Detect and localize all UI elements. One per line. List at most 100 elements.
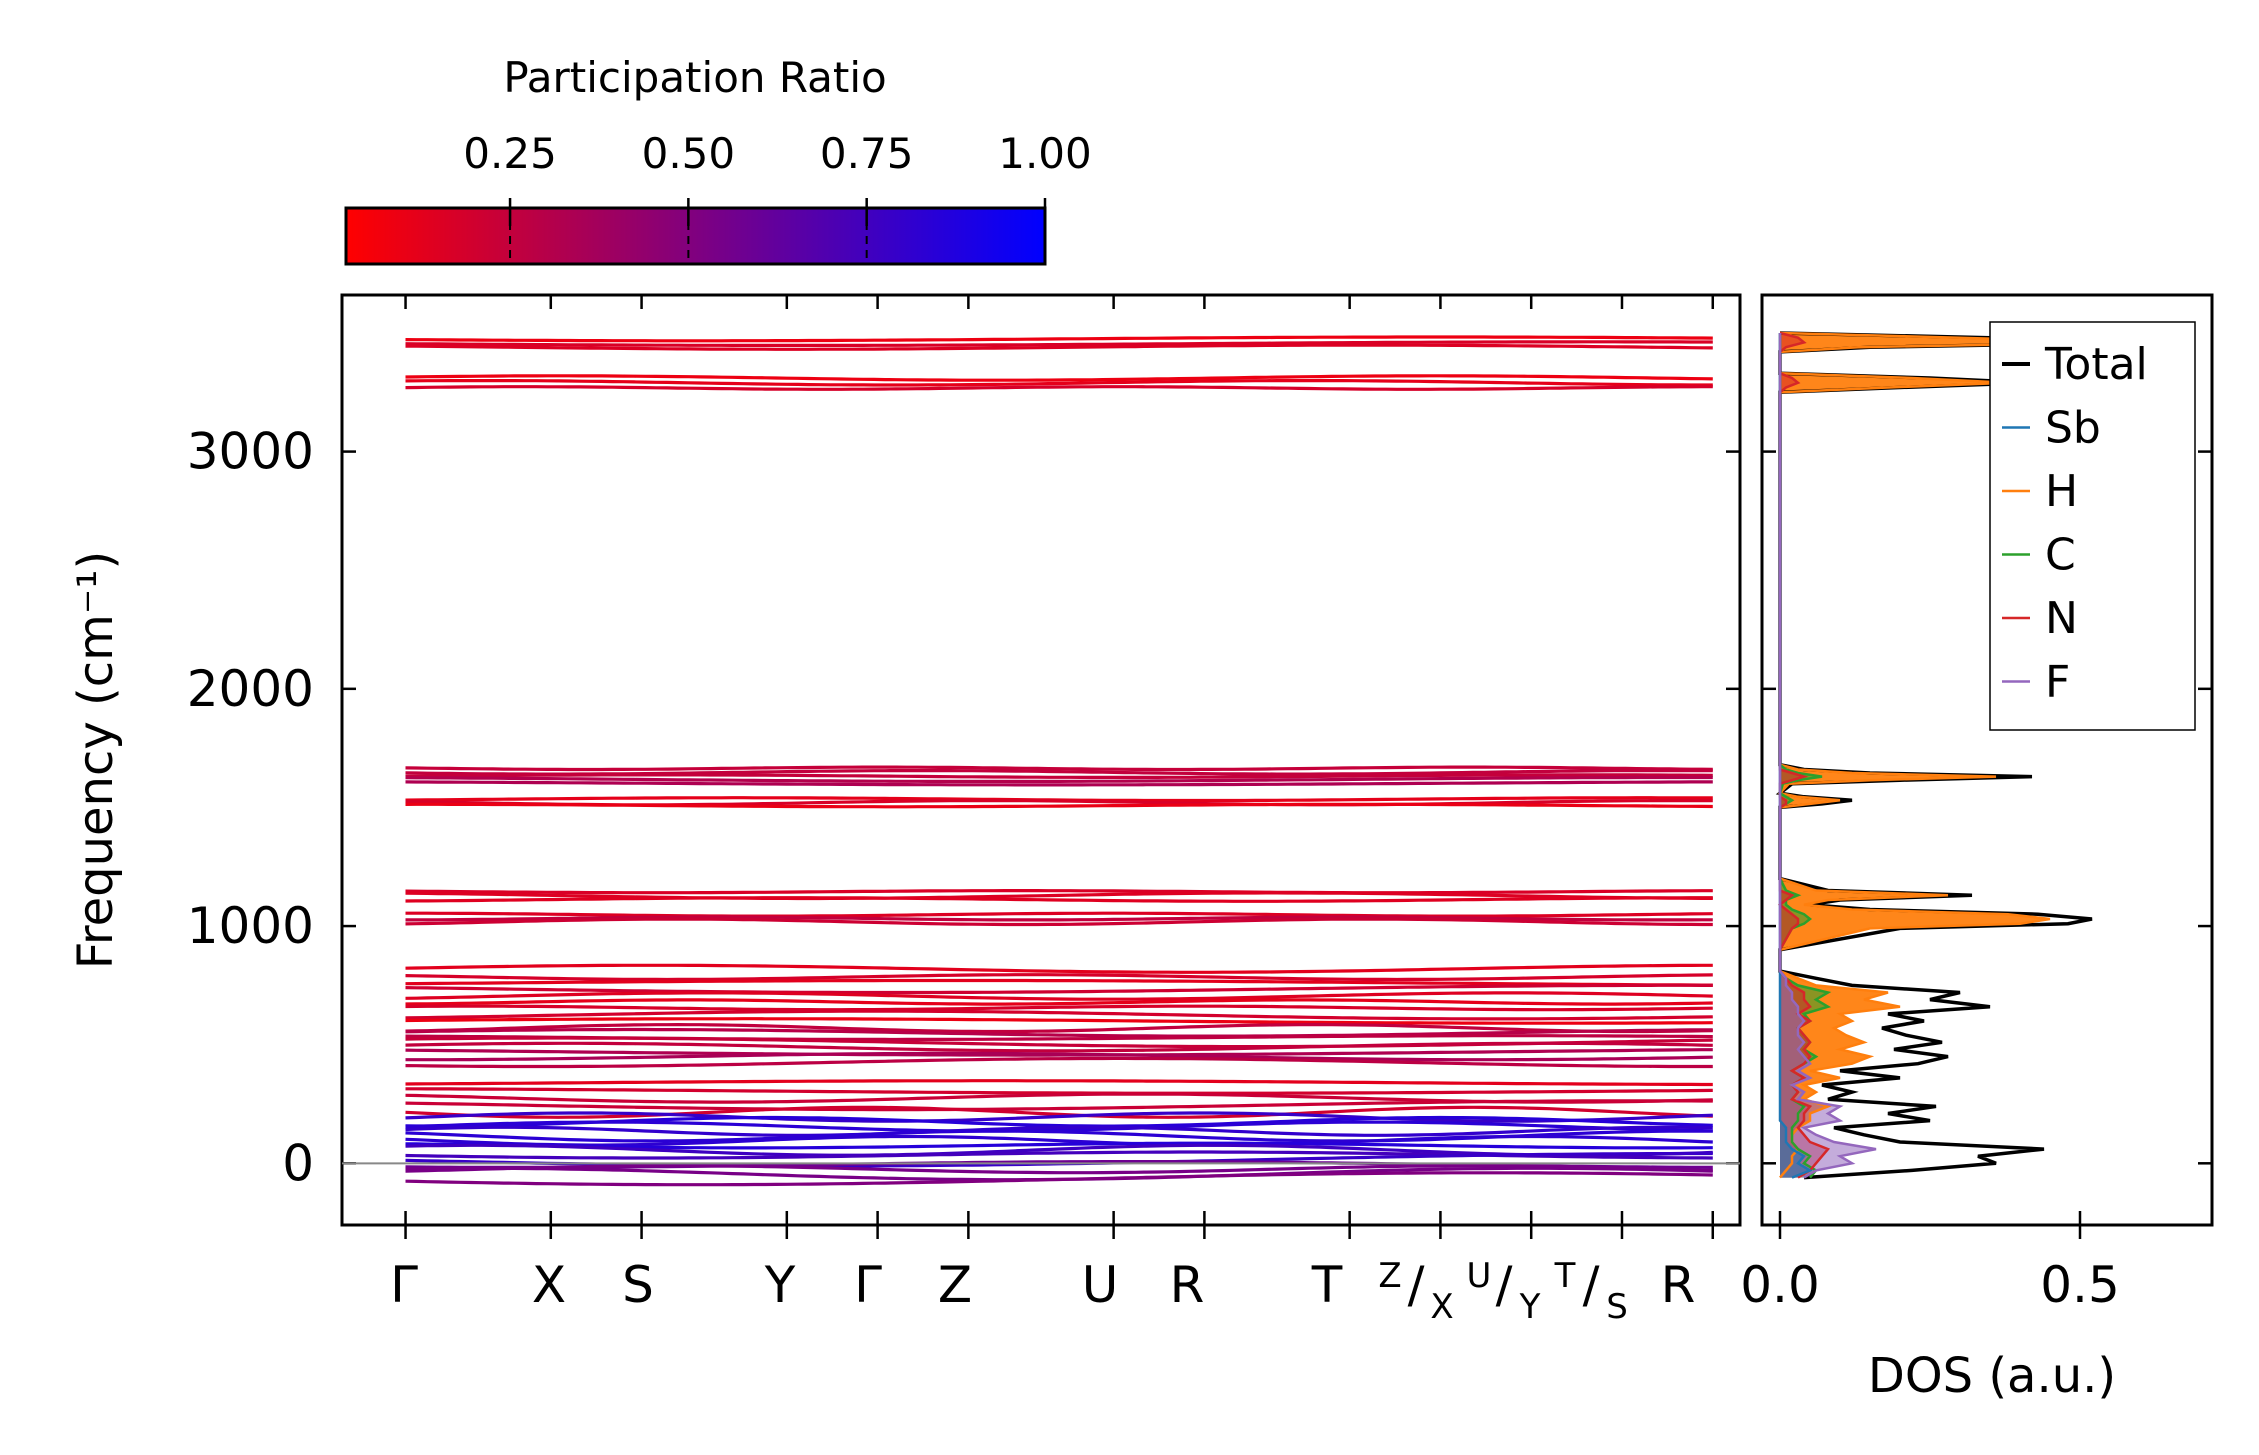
phonon-band [405, 343, 1713, 351]
band-ytick-label: 3000 [187, 423, 314, 481]
phonon-band [405, 374, 1713, 382]
phonon-band [405, 973, 1713, 982]
kpoint-label-z-x-sub: X [1430, 1287, 1453, 1327]
kpoint-label-u-y: U / Y [1467, 1256, 1541, 1327]
kpoint-label-y: Y [764, 1256, 796, 1314]
phonon-band [405, 978, 1713, 987]
phonon-band [405, 340, 1713, 347]
dos-fill-f [1780, 333, 1876, 1178]
kpoint-label-t-s-sub: S [1606, 1287, 1628, 1327]
band-axes-frame [340, 293, 1742, 1227]
band-x-ticks [404, 295, 1715, 1239]
phonon-band [405, 775, 1713, 783]
colorbar-ticks: 0.25 0.50 0.75 1.00 [463, 129, 1092, 264]
dos-x-axis-label: DOS (a.u.) [1868, 1348, 2116, 1404]
phonon-band [405, 1111, 1713, 1123]
phonon-band [405, 1056, 1713, 1069]
legend-label-c: C [2045, 530, 2076, 581]
phonon-band [405, 1125, 1713, 1137]
band-lines [405, 335, 1713, 1187]
kpoint-label-u-y-sub: Y [1519, 1287, 1541, 1327]
phonon-band [405, 773, 1713, 779]
legend-label-f: F [2045, 657, 2070, 708]
colorbar-gradient [344, 206, 1047, 266]
phonon-band [405, 1171, 1713, 1187]
phonon-band [405, 335, 1713, 343]
legend-label-n: N [2045, 593, 2078, 644]
kpoint-label-t: T [1311, 1256, 1343, 1314]
legend-label-total: Total [2044, 339, 2148, 390]
phonon-band [405, 991, 1713, 1001]
phonon-band [405, 891, 1713, 901]
phonon-band [405, 1134, 1713, 1147]
phonon-band [405, 1051, 1713, 1062]
colorbar: Participation Ratio 0.25 0.50 0.75 1.00 [344, 53, 1092, 266]
kpoint-label-z-x-slash: / [1408, 1256, 1425, 1314]
phonon-band [405, 917, 1713, 927]
phonon-band [405, 983, 1713, 995]
phonon-band [405, 765, 1713, 772]
phonon-band [405, 963, 1713, 974]
colorbar-tick-label: 0.75 [820, 129, 914, 178]
kpoint-label-s: S [622, 1256, 654, 1314]
kpoint-label-r: R [1170, 1256, 1205, 1314]
phonon-band [405, 1099, 1713, 1112]
kpoint-labels: Γ X S Y Γ Z U R T Z / X U / Y T / S [390, 1256, 1695, 1327]
phonon-band [405, 896, 1713, 903]
phonon-band [405, 1009, 1713, 1021]
legend-label-sb: Sb [2045, 403, 2101, 454]
phonon-band [405, 1022, 1713, 1034]
band-y-axis-label: Frequency (cm⁻¹) [68, 551, 124, 969]
phonon-band [405, 1041, 1713, 1053]
kpoint-label-gamma: Γ [390, 1256, 418, 1314]
kpoint-label-t-s-slash: / [1583, 1256, 1600, 1314]
dos-x-ticks: 0.0 0.5 [1740, 1211, 2120, 1314]
phonon-band [405, 780, 1713, 787]
dos-lines [1775, 331, 2153, 1180]
band-y-ticks: 0 1000 2000 3000 [187, 423, 1740, 1192]
colorbar-tick-label: 1.00 [998, 129, 1092, 178]
dos-axes-frame [1760, 293, 2214, 1227]
phonon-band [405, 889, 1713, 895]
dos-y-ticks [1762, 450, 2212, 1165]
kpoint-label-t-s-sup: T [1554, 1256, 1576, 1296]
phonon-band [405, 802, 1713, 809]
kpoint-label-u-y-sup: U [1467, 1256, 1492, 1296]
dos-xtick-label: 0.0 [1740, 1256, 1820, 1314]
dos-xtick-label: 0.5 [2040, 1256, 2120, 1314]
colorbar-tick-label: 0.25 [463, 129, 557, 178]
kpoint-label-z: Z [938, 1256, 972, 1314]
band-ytick-label: 2000 [187, 660, 314, 718]
phonon-band [405, 385, 1713, 391]
phonon-band [405, 915, 1713, 922]
band-ytick-label: 0 [282, 1134, 314, 1192]
kpoint-label-t-s: T / S [1554, 1256, 1628, 1327]
phonon-band [405, 998, 1713, 1006]
phonon-band [405, 911, 1713, 918]
band-structure-panel: 0 1000 2000 3000 Frequency (cm⁻¹) Γ X S Y Γ… [68, 293, 1742, 1327]
kpoint-label-r-2: R [1661, 1256, 1696, 1314]
kpoint-label-z-x-sup: Z [1378, 1256, 1401, 1296]
phonon-band [405, 1164, 1713, 1175]
phonon-band [405, 379, 1713, 387]
phonon-band [405, 1004, 1713, 1012]
phonon-band [405, 1079, 1713, 1087]
phonon-band [405, 1141, 1713, 1150]
kpoint-label-x: X [532, 1256, 566, 1314]
kpoint-label-z-x: Z / X [1378, 1256, 1453, 1327]
kpoint-label-gamma-2: Γ [854, 1256, 882, 1314]
phonon-band [405, 1087, 1713, 1095]
phonon-band [405, 1105, 1713, 1119]
dos-line-f [1778, 333, 1877, 1179]
band-ytick-label: 1000 [187, 897, 314, 955]
phonon-band [405, 1017, 1713, 1025]
colorbar-title: Participation Ratio [503, 53, 886, 102]
legend-label-h: H [2045, 466, 2078, 517]
kpoint-label-u: U [1082, 1256, 1119, 1314]
phonon-band [405, 1027, 1713, 1038]
colorbar-tick-label: 0.50 [642, 129, 736, 178]
